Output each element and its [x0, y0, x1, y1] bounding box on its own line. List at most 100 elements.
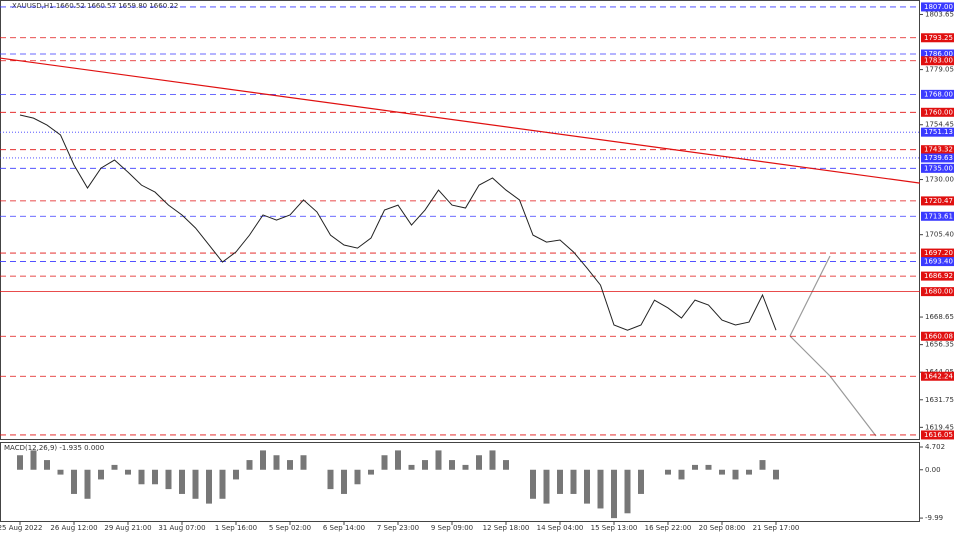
y-tick-label: 1668.65	[925, 313, 954, 321]
macd-bar	[746, 469, 752, 475]
x-tick-label: 20 Sep 08:00	[699, 524, 746, 532]
level-box	[921, 371, 954, 381]
price-line	[19, 114, 777, 331]
x-tick-label: 1 Sep 16:00	[215, 524, 257, 532]
macd-bar	[462, 464, 469, 470]
level-label: 1642.24	[924, 372, 953, 380]
y-tick-label: 4.702	[925, 443, 945, 451]
x-tick-label: 15 Sep 13:00	[591, 524, 638, 532]
level-label: 1693.40	[924, 258, 953, 266]
level-box	[921, 196, 954, 206]
arrow-up	[789, 255, 831, 337]
macd-bar	[759, 460, 766, 470]
level-label: 1697.20	[924, 249, 953, 257]
y-tick-label: 1631.75	[925, 396, 954, 404]
macd-bar	[111, 464, 118, 470]
macd-title: MACD(12,26,9) -1.935 0.000	[4, 444, 104, 452]
macd-bar	[381, 455, 388, 470]
level-box	[921, 271, 954, 281]
macd-bar	[665, 469, 671, 475]
macd-bar	[543, 469, 550, 504]
macd-bar	[57, 469, 64, 475]
macd-bar	[125, 469, 131, 475]
macd-bar	[368, 469, 374, 475]
level-box	[921, 153, 954, 163]
level-box	[921, 163, 954, 173]
x-tick-label: 25 Aug 2022	[0, 524, 42, 532]
level-label: 1807.00	[924, 3, 953, 11]
macd-bar	[719, 469, 725, 475]
macd-bar	[557, 469, 563, 494]
macd-bar	[570, 469, 577, 494]
level-label: 1660.08	[924, 332, 953, 340]
x-tick-label: 9 Sep 09:00	[431, 524, 473, 532]
level-label: 1743.32	[924, 146, 953, 154]
level-label: 1735.00	[924, 164, 953, 172]
macd-bar	[732, 469, 739, 480]
y-tick-label: 1803.65	[925, 10, 954, 18]
level-box	[921, 211, 954, 221]
macd-bar	[449, 460, 455, 470]
macd-bar	[624, 469, 631, 514]
macd-bar	[638, 469, 644, 494]
macd-bar	[192, 469, 199, 499]
x-tick-label: 21 Sep 17:00	[753, 524, 800, 532]
y-tick-label: 1619.45	[925, 423, 954, 431]
macd-bar	[246, 460, 253, 470]
level-box	[921, 56, 954, 66]
level-box	[921, 127, 954, 137]
macd-bar	[219, 469, 226, 499]
level-box	[921, 287, 954, 297]
macd-bar	[354, 469, 361, 485]
level-label: 1713.61	[924, 212, 953, 220]
macd-bar	[273, 455, 280, 470]
level-box	[921, 430, 954, 440]
macd-bar	[705, 464, 712, 470]
x-tick-label: 7 Sep 23:00	[377, 524, 419, 532]
macd-bar	[327, 469, 334, 490]
macd-bar	[17, 455, 23, 470]
macd-bar	[530, 469, 536, 499]
macd-bar	[611, 469, 617, 519]
level-box	[921, 49, 954, 59]
x-tick-label: 31 Aug 07:00	[158, 524, 205, 532]
macd-bar	[138, 469, 145, 485]
level-box	[921, 257, 954, 267]
macd-bar	[206, 469, 212, 504]
macd-panel	[0, 442, 920, 522]
level-label: 1783.00	[924, 57, 953, 65]
macd-bar	[233, 469, 239, 480]
x-tick-label: 26 Aug 12:00	[50, 524, 97, 532]
macd-bar	[71, 469, 77, 494]
level-box	[921, 2, 954, 12]
y-tick-label: 1779.05	[925, 66, 954, 74]
macd-bar	[84, 469, 91, 499]
x-tick-label: 29 Aug 21:00	[104, 524, 151, 532]
level-box	[921, 248, 954, 258]
macd-bar	[476, 455, 482, 470]
macd-bar	[692, 464, 698, 470]
y-tick-label: -9.99	[925, 514, 943, 522]
level-box	[921, 33, 954, 43]
x-tick-label: 6 Sep 14:00	[323, 524, 365, 532]
level-box	[921, 89, 954, 99]
level-label: 1686.92	[924, 272, 953, 280]
level-label: 1720.47	[924, 197, 953, 205]
level-box	[921, 107, 954, 117]
macd-bar	[503, 460, 509, 470]
macd-bar	[489, 450, 496, 470]
y-tick-label: 0.00	[925, 466, 941, 474]
macd-bar	[98, 469, 104, 480]
macd-bar	[408, 464, 415, 470]
macd-bar	[395, 450, 401, 470]
y-tick-label: 1730.00	[925, 176, 954, 184]
level-box	[921, 145, 954, 155]
x-tick-label: 16 Sep 22:00	[645, 524, 692, 532]
macd-bar	[165, 469, 172, 490]
level-label: 1616.05	[924, 431, 953, 439]
macd-bar	[179, 469, 185, 494]
trendline	[0, 57, 921, 184]
y-tick-label: 1705.40	[925, 231, 954, 239]
